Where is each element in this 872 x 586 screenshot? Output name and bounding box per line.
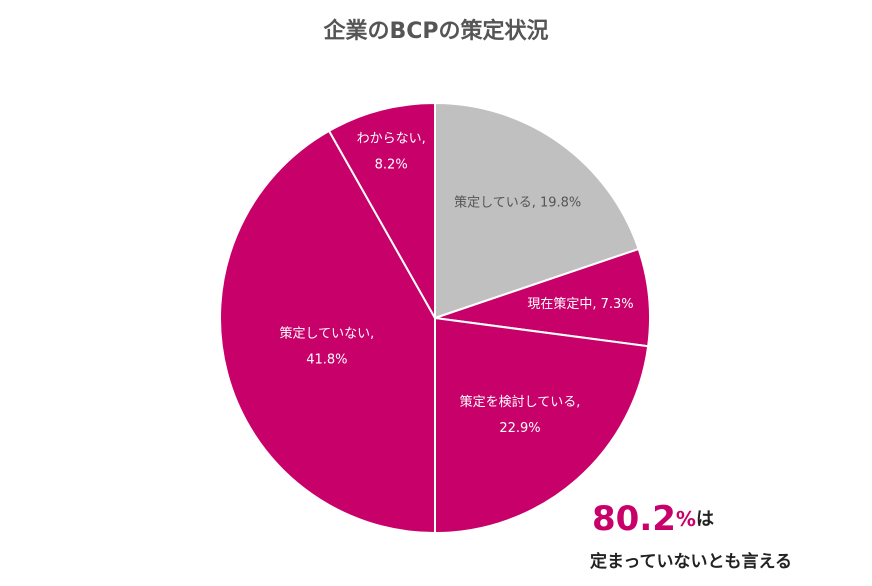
data-label: 策定していない, 41.8% <box>280 325 375 367</box>
data-label-line: 8.2% <box>375 157 408 172</box>
data-label-line: 現在策定中, 7.3% <box>527 295 633 311</box>
annotation-text: 定まっていないとも言える <box>590 551 792 572</box>
chart-title: 企業のBCPの策定状況 <box>322 18 548 44</box>
data-label-line: わからない, <box>357 131 426 146</box>
pie-slice <box>219 129 436 535</box>
pie-slice <box>434 101 640 320</box>
data-label-line: 策定している, 19.8% <box>454 194 581 210</box>
annotation-number: 80.2 <box>592 499 676 539</box>
data-label: 策定を検討している, 22.9% <box>460 394 581 436</box>
data-label-line: 策定していない, <box>280 325 375 341</box>
data-label: 現在策定中, 7.3% <box>527 295 633 311</box>
annotation-line-1: 80.2%は <box>592 499 714 539</box>
annotation-suffix: は <box>696 509 714 530</box>
pie-slice <box>434 316 650 535</box>
data-label: わからない, 8.2% <box>357 131 426 172</box>
pie-slice <box>434 247 651 348</box>
data-label-line: 策定を検討している, <box>460 394 581 410</box>
data-label: 策定している, 19.8% <box>454 194 581 210</box>
data-label-line: 22.9% <box>499 421 540 436</box>
data-label-line: 41.8% <box>306 352 347 367</box>
pie-slice <box>327 101 436 322</box>
annotation-unit: % <box>676 507 696 531</box>
